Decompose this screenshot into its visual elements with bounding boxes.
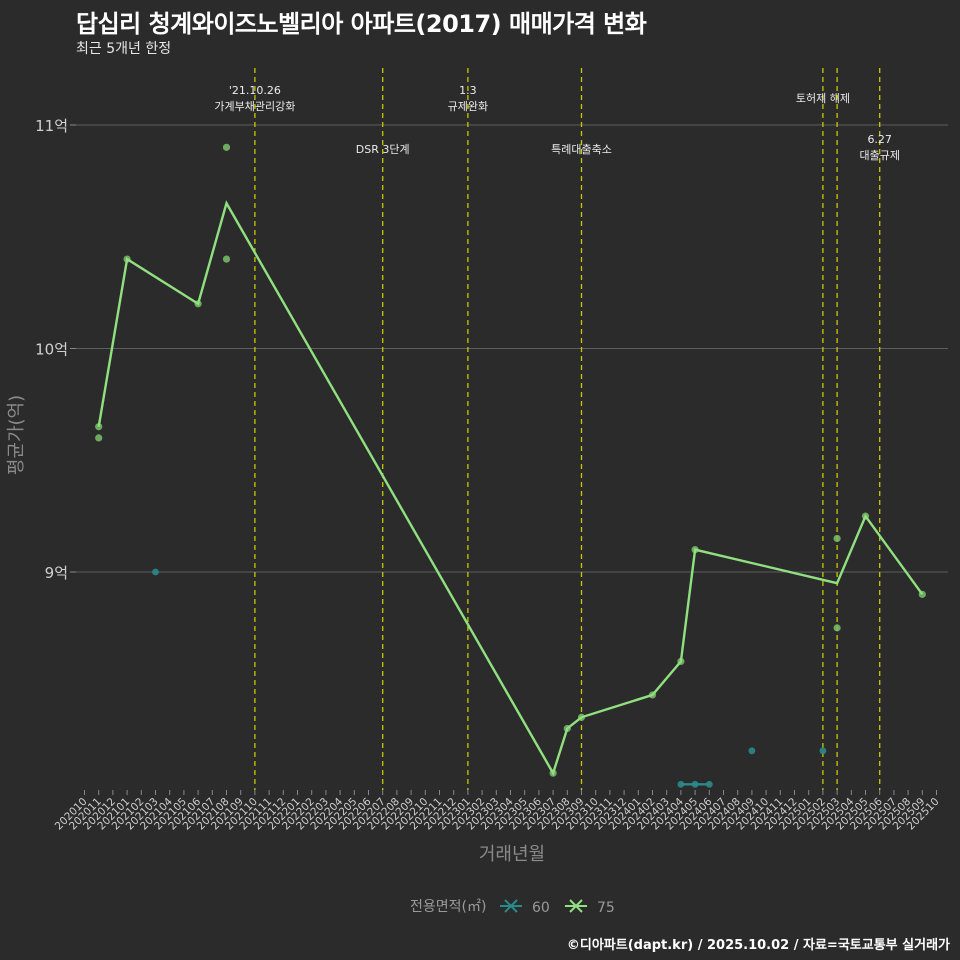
series-75-line bbox=[97, 200, 924, 777]
legend-key-cross bbox=[504, 899, 518, 913]
series-60-point bbox=[819, 747, 827, 755]
series-75-point bbox=[833, 534, 841, 543]
y-tick-label: 11억 bbox=[35, 117, 68, 135]
chart-subtitle: 최근 5개년 한정 bbox=[76, 41, 172, 57]
series-75-point bbox=[222, 143, 231, 151]
event-label: 대출규제 bbox=[859, 149, 899, 162]
legend-label: 60 bbox=[532, 900, 550, 916]
event-label: 가계부채관리강화 bbox=[214, 100, 295, 113]
series-60-point bbox=[152, 568, 159, 576]
legend-label: 75 bbox=[597, 900, 615, 916]
x-axis-label: 거래년월 bbox=[479, 844, 545, 865]
axis-layer: 9억10억11억20201020201120201220210120210220… bbox=[35, 117, 942, 832]
y-tick-label: 10억 bbox=[35, 341, 68, 359]
event-label: '21.10.26 bbox=[229, 84, 281, 97]
y-axis-label: 평균가(억) bbox=[6, 395, 27, 475]
series-75-point bbox=[95, 434, 103, 442]
grid-layer bbox=[76, 124, 948, 573]
event-label: 토허제 해제 bbox=[796, 91, 850, 105]
event-label: 6.27 bbox=[867, 133, 892, 146]
legend-item-75: 75 bbox=[565, 899, 615, 916]
legend-key-cross bbox=[569, 899, 583, 913]
legend-item-60: 60 bbox=[500, 899, 550, 916]
event-label: 1.3 bbox=[459, 84, 477, 97]
legend-title: 전용면적(㎡) bbox=[410, 899, 486, 915]
series-layer bbox=[95, 143, 926, 788]
event-label: 특례대출축소 bbox=[551, 143, 612, 156]
event-label: DSR 3단계 bbox=[356, 143, 410, 156]
event-label: 규제완화 bbox=[448, 100, 488, 113]
chart-title: 답십리 청계와이즈노벨리아 아파트(2017) 매매가격 변화 bbox=[76, 10, 647, 38]
series-60-point bbox=[748, 747, 756, 755]
y-tick-label: 9억 bbox=[45, 564, 68, 582]
series-75-point bbox=[222, 255, 231, 263]
source-caption: ©디아파트(dapt.kr) / 2025.10.02 / 자료=국토교통부 실… bbox=[566, 938, 950, 953]
legend: 전용면적(㎡) 60 75 bbox=[410, 899, 615, 916]
series-75-point bbox=[833, 624, 841, 632]
